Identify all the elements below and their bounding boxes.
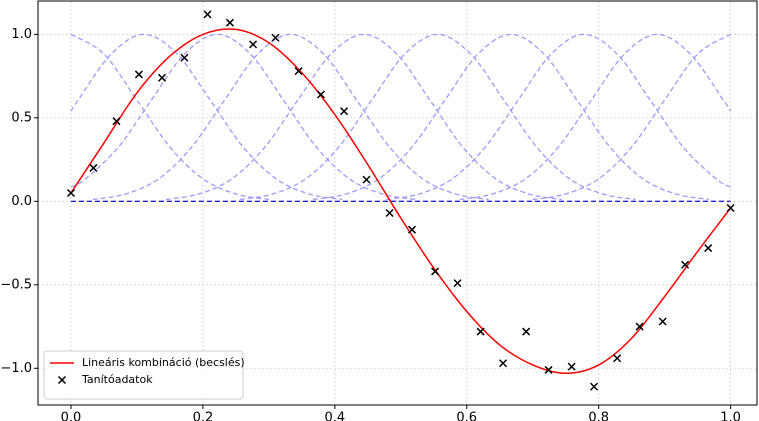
x-tick-label: 0.6 (456, 411, 477, 421)
legend-swatch (57, 375, 67, 385)
data-point (544, 365, 553, 374)
legend-label: Tanítóadatok (81, 373, 153, 386)
data-point (635, 322, 644, 331)
plot-frame (37, 0, 758, 406)
data-point (362, 175, 371, 184)
fit-line (70, 28, 732, 375)
x-tick-label: 0.4 (324, 411, 345, 421)
x-tick-label: 0.0 (61, 411, 82, 421)
basis-line (70, 33, 269, 201)
data-point (112, 117, 121, 126)
basis-line (532, 33, 731, 201)
data-point (453, 279, 462, 288)
data-point (271, 33, 280, 42)
legend: Lineáris kombináció (becslés) Tanítóadato… (43, 350, 245, 400)
data-point (340, 107, 349, 116)
basis-line (70, 33, 343, 201)
data-point (134, 70, 143, 79)
data-point (316, 90, 326, 99)
x-tick-label: 0.2 (193, 411, 214, 421)
data-point (203, 10, 212, 19)
data-point (225, 18, 234, 27)
y-tick-label: −1.0 (0, 361, 32, 376)
x-tick-label: 0.8 (588, 411, 609, 421)
data-point (407, 225, 417, 234)
data-point (522, 327, 531, 336)
data-point (681, 260, 690, 269)
basis-line (70, 33, 416, 201)
data-point (567, 362, 576, 371)
basis-line (459, 33, 732, 201)
basis-line (92, 33, 489, 201)
data-point (431, 267, 440, 276)
basis-line (239, 33, 636, 201)
y-tick-label: 0.0 (11, 194, 32, 209)
data-point (613, 354, 622, 363)
basis-line (386, 33, 731, 201)
legend-label: Lineáris kombináció (becslés) (82, 356, 245, 369)
data-point (704, 244, 713, 253)
data-point (385, 208, 394, 218)
legend-box (43, 350, 244, 400)
data-point (249, 40, 258, 49)
data-point (89, 163, 98, 172)
data-point (66, 188, 76, 198)
data-point (726, 203, 735, 213)
basis-line (165, 33, 562, 201)
data-point (476, 327, 485, 336)
y-tick-label: 1.0 (11, 27, 32, 42)
data-point (590, 382, 599, 391)
data-point (180, 53, 189, 62)
y-tick-label: 0.5 (11, 110, 32, 125)
data-point (658, 317, 667, 326)
data-point (499, 359, 508, 368)
y-tick-label: −0.5 (0, 277, 32, 292)
data-point (157, 73, 167, 82)
basis-line (312, 33, 709, 201)
x-tick-label: 1.0 (720, 411, 741, 421)
data-point (294, 67, 303, 76)
